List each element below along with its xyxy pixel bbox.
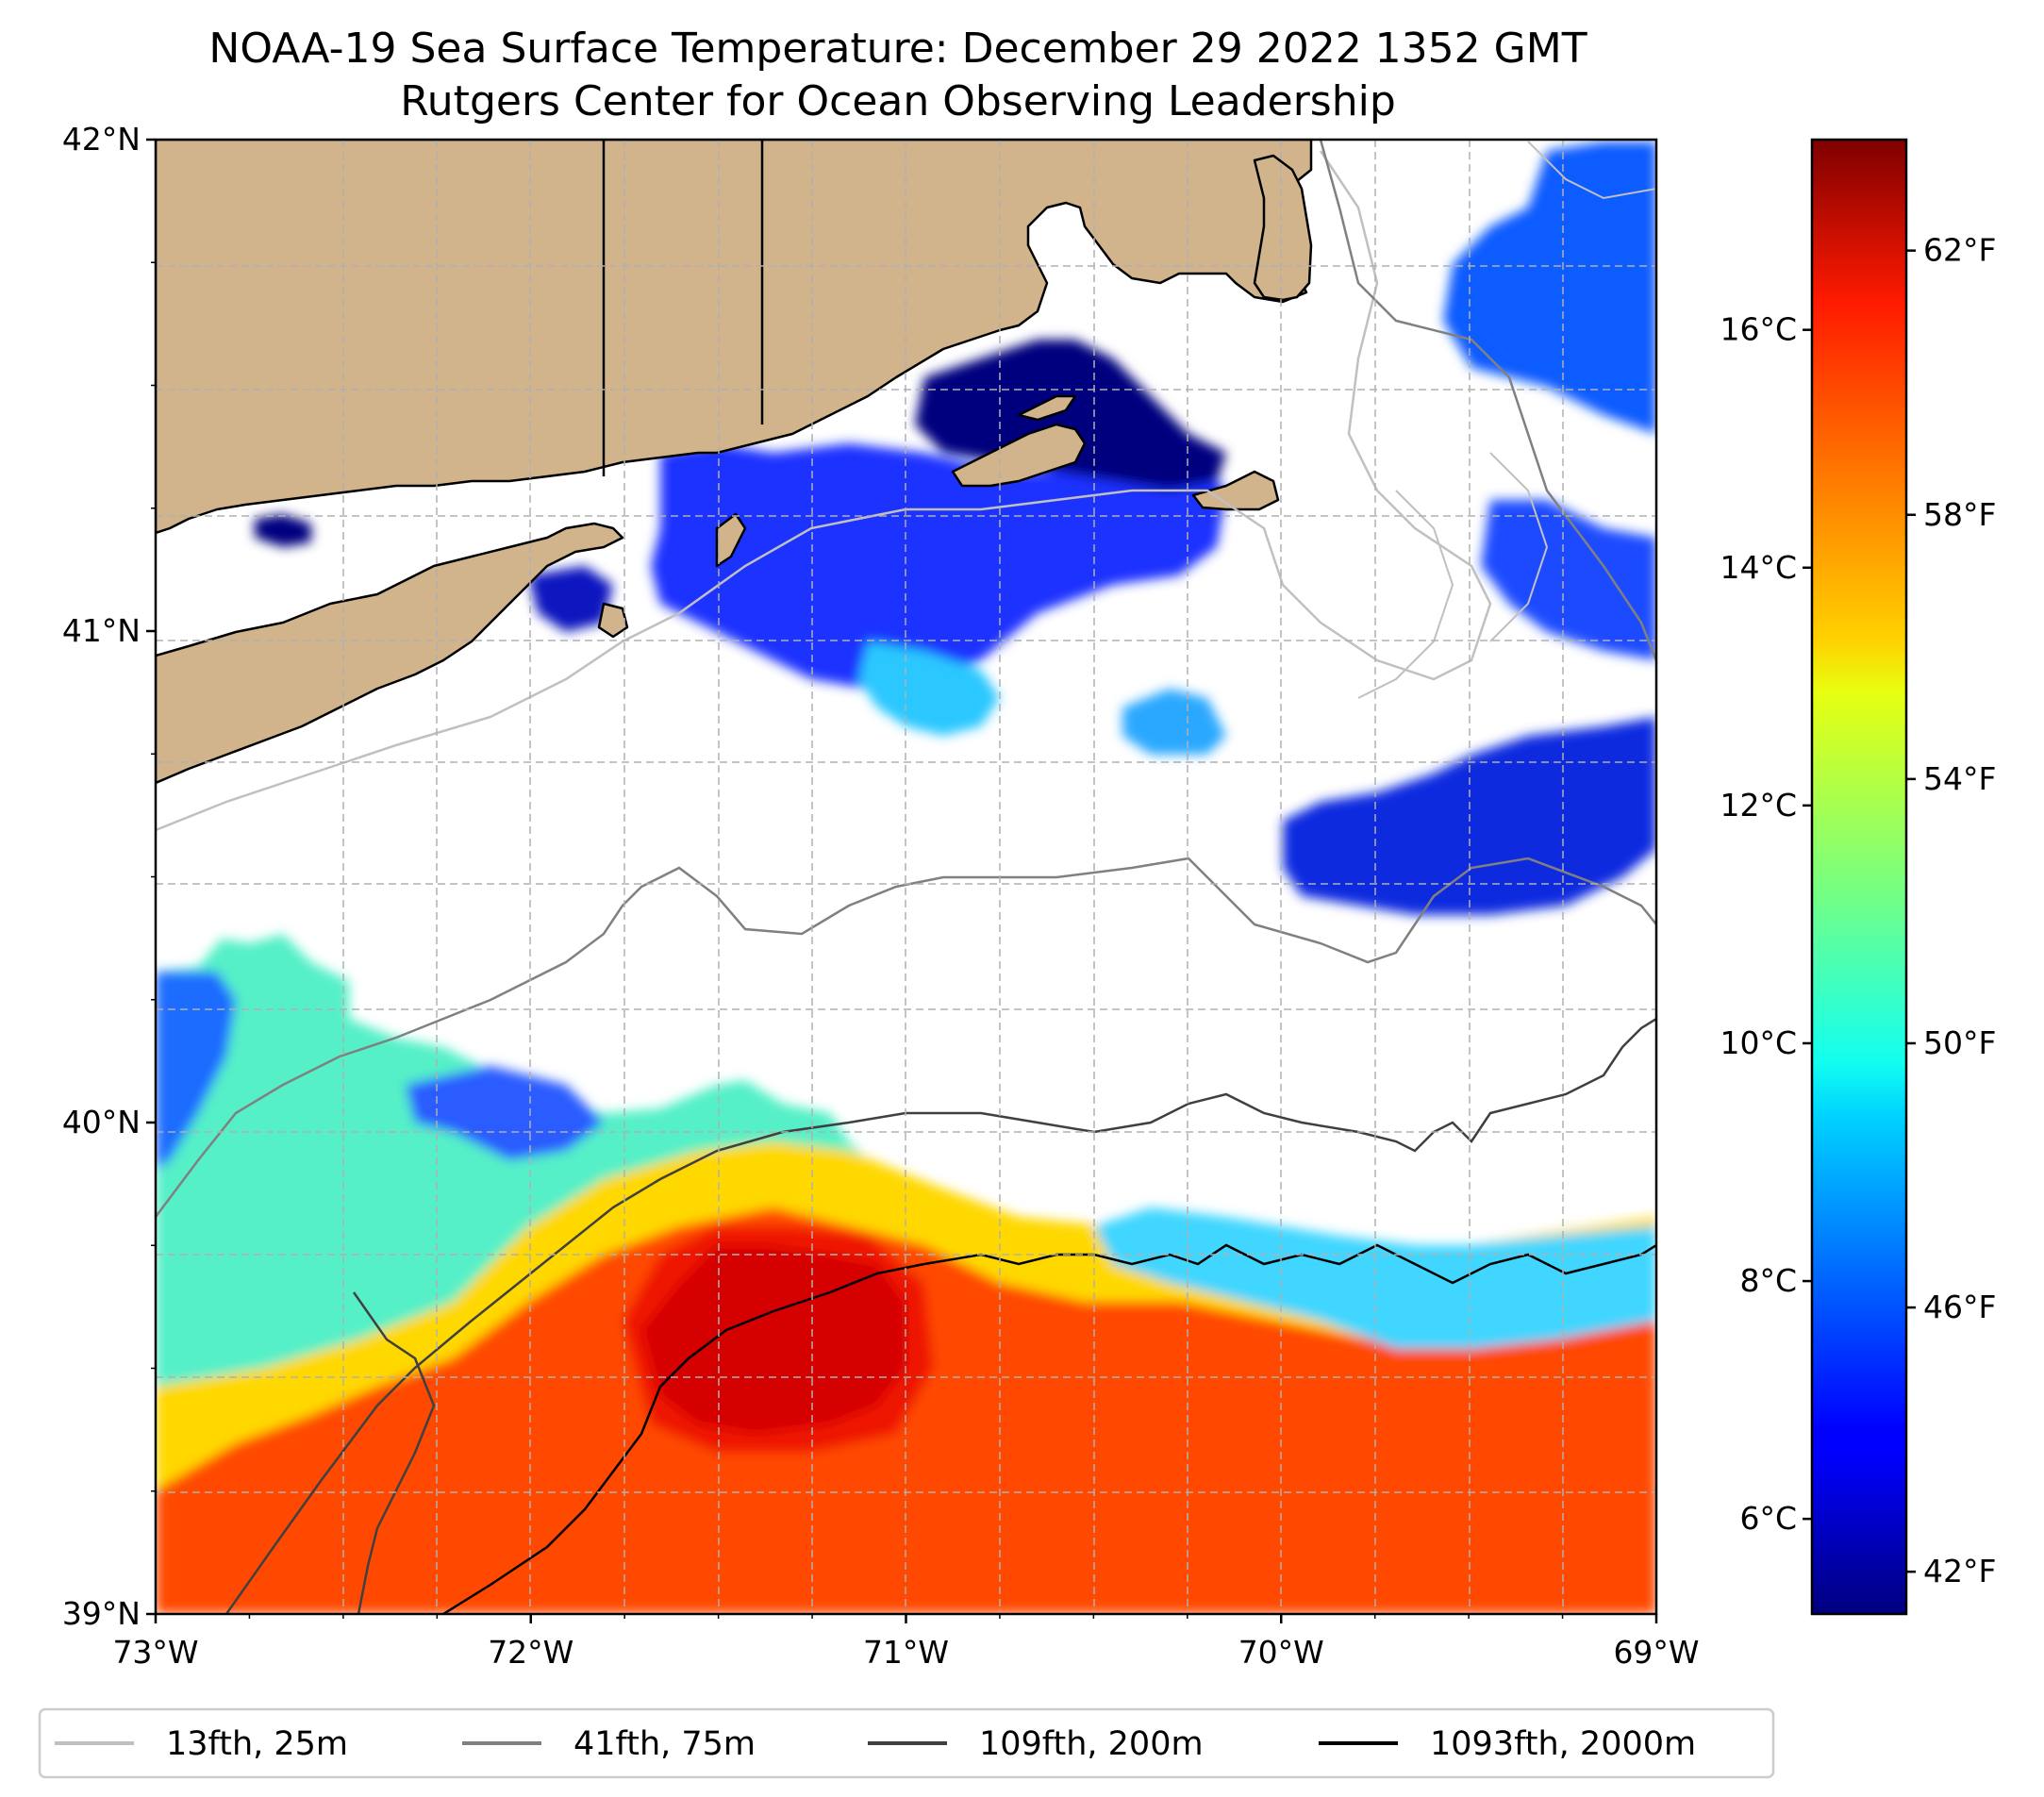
land-block-island-east-li — [597, 602, 629, 639]
sst-patch-south-cyan — [1122, 689, 1226, 755]
land-nantucket — [1191, 470, 1280, 511]
fahrenheit-tick-label: 58°F — [1923, 496, 1996, 533]
figure-title-line2: Rutgers Center for Ocean Observing Leade… — [400, 77, 1396, 125]
celsius-tick-label: 6°C — [1739, 1500, 1797, 1537]
land-marthas-vineyard — [951, 423, 1087, 488]
celsius-tick-label: 14°C — [1720, 549, 1797, 586]
gridlines — [156, 140, 1656, 1614]
lon-tick-label: 71°W — [863, 1634, 949, 1671]
colorbar: 6°C 8°C 10°C 12°C 14°C 16°C 42°F 46°F 50°F 54°F 5… — [1720, 138, 1996, 1616]
fahrenheit-tick-label: 62°F — [1923, 232, 1996, 269]
contour-25m — [156, 150, 1492, 832]
lon-tick-label: 70°W — [1238, 1634, 1324, 1671]
contour-75m-east — [1319, 140, 1656, 661]
legend-label: 109fth, 200m — [979, 1725, 1204, 1763]
lat-tick-label: 39°N — [62, 1595, 141, 1632]
land-cape-cod — [1253, 154, 1313, 302]
fahrenheit-tick-label: 46°F — [1923, 1289, 1996, 1325]
sst-patch-cyan-tongue — [858, 641, 1000, 736]
fahrenheit-tick-label: 42°F — [1923, 1553, 1996, 1589]
celsius-tick-label: 8°C — [1739, 1262, 1797, 1299]
sst-patch-li-sound — [255, 514, 311, 547]
sst-patch-east-mid — [1481, 500, 1656, 660]
land — [156, 140, 1313, 785]
colorbar-celsius-axis: 6°C 8°C 10°C 12°C 14°C 16°C — [1720, 311, 1812, 1537]
sst-patch-blue-north-slope — [406, 1066, 604, 1160]
sst-patch-georges-bank — [1443, 141, 1656, 434]
lat-axis: 42°N 41°N 40°N 39°N — [62, 121, 156, 1632]
lat-tick-label: 42°N — [62, 121, 141, 158]
lon-tick-label: 72°W — [488, 1634, 573, 1671]
map-area — [156, 140, 1656, 1614]
celsius-tick-label: 16°C — [1720, 311, 1797, 348]
contour-25m-shoals — [1357, 141, 1656, 699]
sst-patch-bis-sound — [651, 443, 1226, 689]
legend: 13fth, 25m 41fth, 75m 109fth, 200m 1093fth,… — [38, 1707, 1775, 1779]
contour-75m — [156, 857, 1656, 1218]
lon-tick-label: 69°W — [1613, 1634, 1699, 1671]
legend-label: 1093fth, 2000m — [1430, 1725, 1696, 1763]
sst-patch-li-east — [528, 566, 613, 632]
celsius-tick-label: 10°C — [1720, 1024, 1797, 1061]
legend-items: 13fth, 25m 41fth, 75m 109fth, 200m 1093fth,… — [55, 1725, 1696, 1763]
legend-label: 41fth, 75m — [573, 1725, 756, 1763]
sst-patch-blue-west — [156, 972, 236, 1170]
figure-title-line1: NOAA-19 Sea Surface Temperature: Decembe… — [208, 25, 1587, 73]
lat-tick-label: 40°N — [62, 1104, 141, 1140]
fahrenheit-tick-label: 54°F — [1923, 760, 1996, 797]
fahrenheit-tick-label: 50°F — [1923, 1024, 1996, 1061]
colorbar-fahrenheit-axis: 42°F 46°F 50°F 54°F 58°F 62°F — [1906, 232, 1996, 1589]
land-elizabeth-islands — [1017, 394, 1077, 422]
lon-axis: 73°W 72°W 71°W 70°W 69°W — [112, 1614, 1700, 1671]
sst-patch-slope-band — [1094, 1207, 1656, 1349]
land-long-island — [156, 522, 624, 785]
lon-tick-label: 73°W — [112, 1634, 198, 1671]
contour-200m-west-branch — [352, 1291, 436, 1614]
contour-200m — [224, 1017, 1656, 1614]
colorbar-gradient — [1810, 138, 1908, 1616]
sst-patch-red-core-ring — [623, 1226, 934, 1453]
celsius-tick-label: 12°C — [1720, 787, 1797, 824]
legend-label: 13fth, 25m — [166, 1725, 348, 1763]
lat-tick-label: 41°N — [62, 612, 141, 649]
